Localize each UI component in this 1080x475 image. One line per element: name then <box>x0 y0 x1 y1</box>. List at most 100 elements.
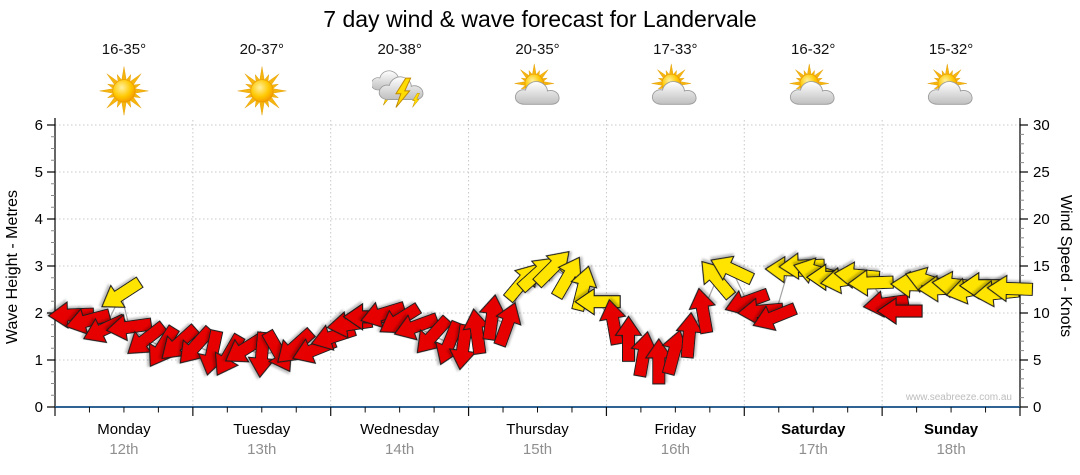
wave-tick-label: 6 <box>35 117 43 134</box>
day-header: 20-35° <box>469 40 607 120</box>
weather-icon-partly-cloudy <box>514 63 560 105</box>
day-label: Sunday <box>924 421 979 438</box>
wind-arrow-shape <box>493 301 522 348</box>
temp-range: 16-35° <box>101 41 147 58</box>
wind-arrow-shape <box>675 311 704 359</box>
wave-tick-label: 4 <box>35 211 43 228</box>
weather-icon-box <box>234 62 290 118</box>
wind-arrow <box>847 268 894 298</box>
temp-range: 20-38° <box>377 41 422 58</box>
wind-arrow-shape <box>393 312 440 341</box>
day-header: 17-33° <box>606 40 744 120</box>
cloud-shape <box>514 81 560 105</box>
cloud-shape <box>928 81 973 105</box>
lightning-bolt <box>394 77 412 108</box>
day-label: Thursday <box>506 421 569 438</box>
wind-tick-label: 20 <box>1033 211 1050 228</box>
wind-arrow-shape <box>448 323 477 371</box>
wind-arrow-shape <box>688 287 717 335</box>
wind-tick-label: 30 <box>1033 117 1050 134</box>
wind-arrow <box>161 323 201 360</box>
wind-arrow-shape <box>752 302 798 332</box>
axis-tick-labels: 0 1 2 3 4 5 6 0 5 10 15 20 25 30 Monday 12th Tuesday 13th… <box>35 117 1050 458</box>
wind-arrow <box>550 256 582 301</box>
weather-icon-partly-cloudy <box>651 63 697 105</box>
wind-arrow <box>105 313 153 342</box>
wind-arrow-shape <box>550 256 582 301</box>
day-header: 20-37° <box>193 40 331 120</box>
wind-arrow-shape <box>416 314 453 354</box>
wind-arrow-shape <box>161 323 201 360</box>
wind-arrow <box>393 312 440 341</box>
wind-arrow <box>127 320 168 355</box>
wind-tick-label: 25 <box>1033 164 1050 181</box>
date-label: 12th <box>109 441 138 458</box>
wind-arrow <box>876 297 923 326</box>
wind-arrow <box>701 260 737 301</box>
wind-arrow-shape <box>478 293 507 341</box>
wind-arrow <box>416 314 453 354</box>
temp-range: 17-33° <box>653 41 698 58</box>
wind-arrow <box>101 276 144 308</box>
wind-arrow-shape <box>47 300 95 330</box>
wind-arrow-shape <box>710 255 756 286</box>
weather-icon-partly-cloudy <box>789 63 835 105</box>
wind-arrow <box>986 274 1034 303</box>
wind-arrow-shape <box>462 308 491 356</box>
day-header: 20-38° <box>331 40 469 120</box>
wind-arrow <box>448 323 477 371</box>
page-title: 7 day wind & wave forecast for Landerval… <box>323 6 757 32</box>
date-label: 18th <box>936 441 965 458</box>
lightning-bolt <box>411 93 420 108</box>
wind-arrow-shape <box>360 301 407 329</box>
date-label: 13th <box>247 441 276 458</box>
gridlines <box>55 120 1020 407</box>
date-label: 14th <box>385 441 414 458</box>
weather-icon-box <box>96 62 152 118</box>
day-label: Wednesday <box>360 421 439 438</box>
wind-arrow-shape <box>64 307 112 335</box>
weather-icon-box <box>370 62 428 118</box>
cloud-shape <box>790 81 835 105</box>
wind-arrow <box>64 307 112 335</box>
cloud-shape <box>652 81 697 105</box>
wave-tick-label: 3 <box>35 258 43 275</box>
temp-range: 16-32° <box>791 41 836 58</box>
wave-tick-label: 1 <box>35 352 43 369</box>
wind-arrow <box>614 315 643 362</box>
wind-tick-label: 10 <box>1033 305 1050 322</box>
day-label: Tuesday <box>233 421 290 438</box>
wind-arrow <box>675 311 704 359</box>
wind-arrow-shape <box>574 287 621 316</box>
wind-arrow <box>630 330 659 378</box>
weather-icon-box <box>785 62 841 118</box>
weather-icon-box <box>510 62 566 118</box>
wind-arrow-shape <box>986 274 1034 303</box>
wind-arrow <box>752 302 798 332</box>
wind-arrow <box>360 301 407 329</box>
wind-arrow <box>462 308 491 356</box>
watermark: www.seabreeze.com.au <box>905 392 1012 403</box>
wave-tick-label: 5 <box>35 164 43 181</box>
wind-arrow-shape <box>847 268 894 298</box>
temp-range: 20-37° <box>239 41 284 58</box>
wind-arrow-shape <box>876 297 923 326</box>
wind-arrow-shape <box>101 276 144 308</box>
weather-icon-box <box>923 62 979 118</box>
wave-tick-label: 2 <box>35 305 43 322</box>
weather-icon-box <box>647 62 703 118</box>
weather-icon-partly-cloudy <box>927 63 973 105</box>
weather-icon-sunny <box>237 66 287 116</box>
date-label: 16th <box>661 441 690 458</box>
wind-arrow <box>478 293 507 341</box>
day-header: 15-32° <box>882 40 1020 120</box>
wind-tick-label: 15 <box>1033 258 1050 275</box>
date-label: 15th <box>523 441 552 458</box>
axes <box>47 118 1028 416</box>
wave-tick-label: 0 <box>35 399 43 416</box>
sun-shape <box>99 66 149 116</box>
wind-arrows <box>47 250 1034 385</box>
day-header: 16-32° <box>744 40 882 120</box>
